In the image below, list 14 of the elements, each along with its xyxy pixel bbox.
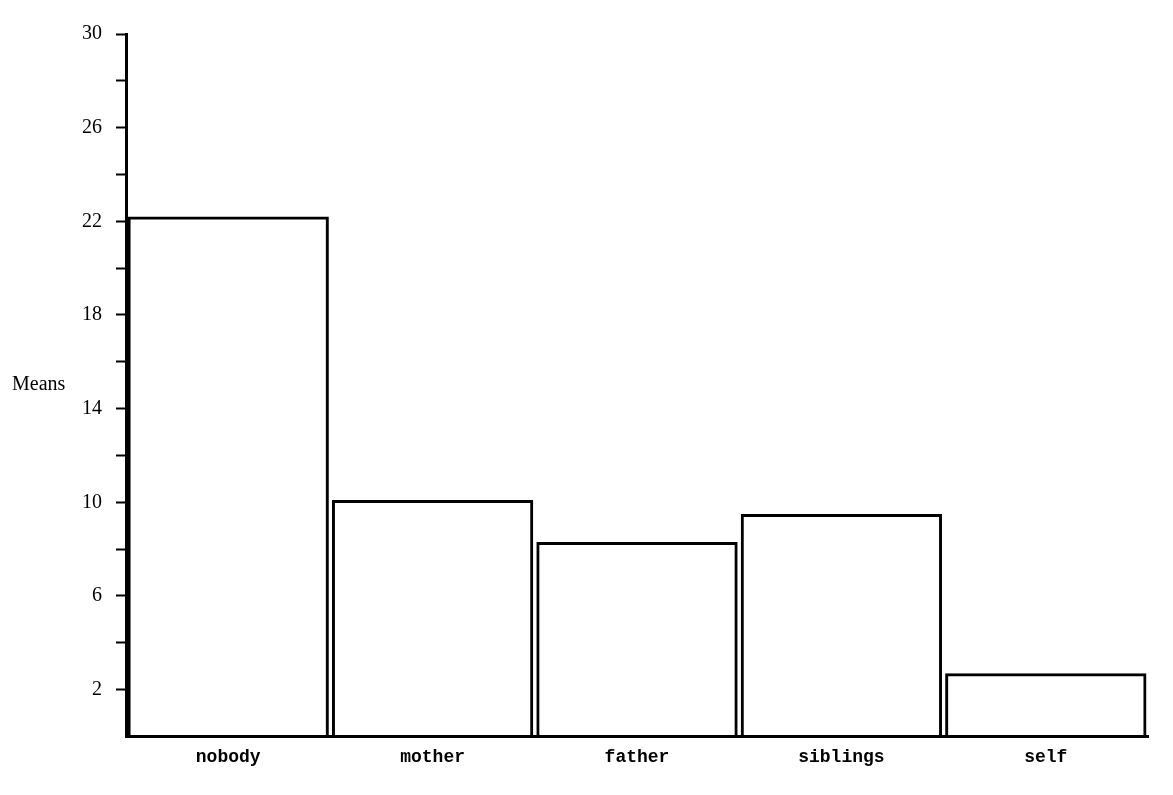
x-tick-label: mother: [400, 746, 466, 767]
y-tick-label: 14: [82, 395, 102, 418]
y-tick-label: 18: [82, 302, 102, 325]
y-tick-label: 22: [82, 208, 102, 231]
x-tick-label: siblings: [798, 746, 885, 767]
y-tick-label: 30: [82, 21, 102, 44]
y-tick-label: 26: [82, 114, 102, 137]
y-tick-label: 2: [92, 676, 102, 699]
x-tick-label: father: [604, 746, 670, 767]
y-tick-label: 10: [82, 489, 102, 512]
x-tick-label: nobody: [195, 746, 261, 767]
y-axis-title: Means: [12, 372, 66, 395]
y-tick-label: 6: [92, 583, 102, 606]
x-tick-label: self: [1024, 746, 1068, 767]
